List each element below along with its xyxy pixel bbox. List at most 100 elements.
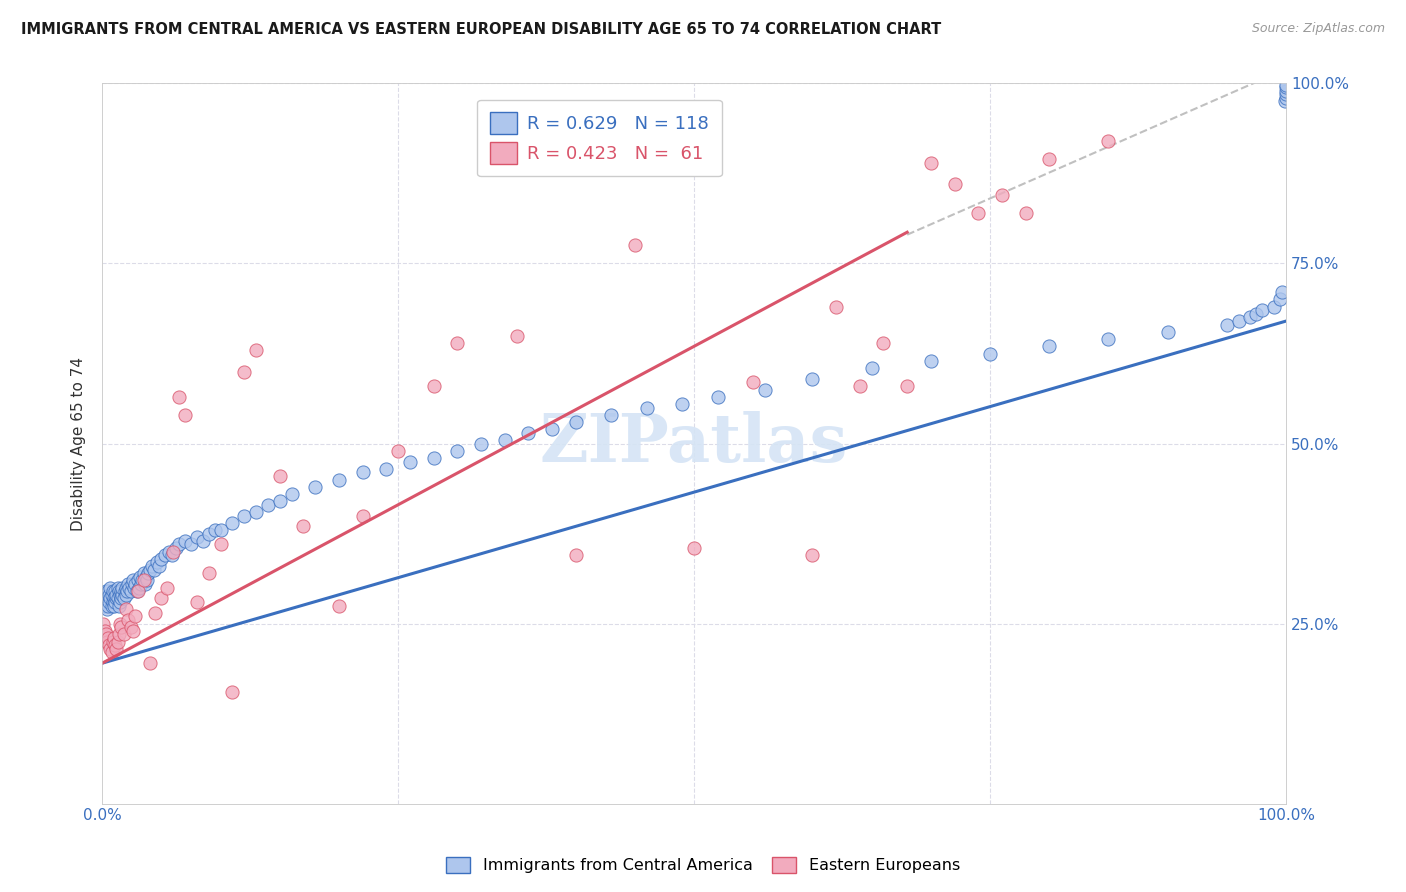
Point bbox=[98, 588, 121, 602]
Point bbox=[103, 631, 125, 645]
Point bbox=[94, 584, 117, 599]
Point bbox=[122, 581, 145, 595]
Point bbox=[111, 581, 134, 595]
Point bbox=[127, 574, 149, 588]
Point bbox=[352, 508, 374, 523]
Point bbox=[257, 498, 280, 512]
Text: ZIPatlas: ZIPatlas bbox=[540, 411, 848, 476]
Point bbox=[979, 346, 1001, 360]
Point bbox=[93, 588, 115, 602]
Point bbox=[115, 602, 138, 616]
Point bbox=[221, 685, 243, 699]
Point bbox=[505, 328, 527, 343]
Point bbox=[100, 588, 122, 602]
Point bbox=[94, 595, 117, 609]
Point bbox=[150, 551, 173, 566]
Point bbox=[245, 343, 267, 357]
Point bbox=[138, 563, 160, 577]
Point bbox=[115, 588, 138, 602]
Point bbox=[122, 574, 145, 588]
Point bbox=[742, 376, 765, 390]
Point bbox=[131, 574, 153, 588]
Point bbox=[125, 584, 148, 599]
Point bbox=[97, 599, 120, 613]
Point bbox=[1014, 206, 1036, 220]
Point bbox=[636, 401, 658, 415]
Point bbox=[124, 577, 146, 591]
Point bbox=[121, 577, 143, 591]
Point bbox=[100, 581, 122, 595]
Point bbox=[97, 631, 120, 645]
Point bbox=[233, 508, 256, 523]
Point bbox=[387, 443, 409, 458]
Point bbox=[100, 599, 122, 613]
Point bbox=[122, 624, 145, 638]
Point bbox=[375, 461, 398, 475]
Point bbox=[132, 566, 155, 581]
Point bbox=[197, 526, 219, 541]
Point bbox=[94, 627, 117, 641]
Point bbox=[153, 548, 176, 562]
Point bbox=[180, 537, 202, 551]
Point bbox=[104, 638, 127, 652]
Point bbox=[564, 415, 586, 429]
Point bbox=[280, 487, 302, 501]
Point bbox=[167, 537, 190, 551]
Point bbox=[150, 591, 173, 606]
Point bbox=[1216, 318, 1239, 332]
Point bbox=[269, 469, 291, 483]
Point bbox=[100, 591, 122, 606]
Point bbox=[115, 581, 138, 595]
Point bbox=[143, 563, 166, 577]
Point bbox=[233, 364, 256, 378]
Point bbox=[93, 624, 115, 638]
Point bbox=[101, 634, 124, 648]
Point bbox=[138, 656, 160, 670]
Point bbox=[1038, 339, 1060, 353]
Point bbox=[292, 519, 315, 533]
Point bbox=[110, 591, 132, 606]
Point bbox=[162, 544, 184, 558]
Point bbox=[103, 599, 125, 613]
Point bbox=[93, 616, 115, 631]
Point bbox=[134, 577, 156, 591]
Legend: R = 0.629   N = 118, R = 0.423   N =  61: R = 0.629 N = 118, R = 0.423 N = 61 bbox=[477, 100, 721, 177]
Point bbox=[111, 588, 134, 602]
Point bbox=[920, 353, 942, 368]
Point bbox=[328, 599, 350, 613]
Point bbox=[120, 620, 142, 634]
Point bbox=[105, 641, 128, 656]
Point bbox=[470, 436, 492, 450]
Point bbox=[107, 584, 129, 599]
Point bbox=[1156, 325, 1178, 339]
Point bbox=[101, 584, 124, 599]
Point bbox=[1275, 87, 1298, 102]
Point bbox=[160, 548, 183, 562]
Point bbox=[991, 188, 1014, 202]
Point bbox=[167, 390, 190, 404]
Point bbox=[93, 599, 115, 613]
Point bbox=[112, 627, 135, 641]
Point bbox=[107, 591, 129, 606]
Point bbox=[399, 454, 422, 468]
Point bbox=[136, 574, 159, 588]
Point bbox=[100, 641, 122, 656]
Point bbox=[209, 537, 232, 551]
Point bbox=[145, 555, 167, 569]
Point bbox=[174, 408, 197, 422]
Legend: Immigrants from Central America, Eastern Europeans: Immigrants from Central America, Eastern… bbox=[440, 850, 966, 880]
Point bbox=[1251, 303, 1274, 318]
Point bbox=[446, 443, 468, 458]
Point bbox=[1239, 310, 1261, 325]
Point bbox=[107, 599, 129, 613]
Point bbox=[165, 541, 187, 555]
Point bbox=[801, 548, 824, 562]
Point bbox=[204, 523, 226, 537]
Point bbox=[127, 584, 149, 599]
Point bbox=[117, 577, 139, 591]
Point bbox=[600, 408, 623, 422]
Point bbox=[624, 238, 647, 252]
Point bbox=[105, 591, 128, 606]
Point bbox=[107, 627, 129, 641]
Point bbox=[1268, 293, 1291, 307]
